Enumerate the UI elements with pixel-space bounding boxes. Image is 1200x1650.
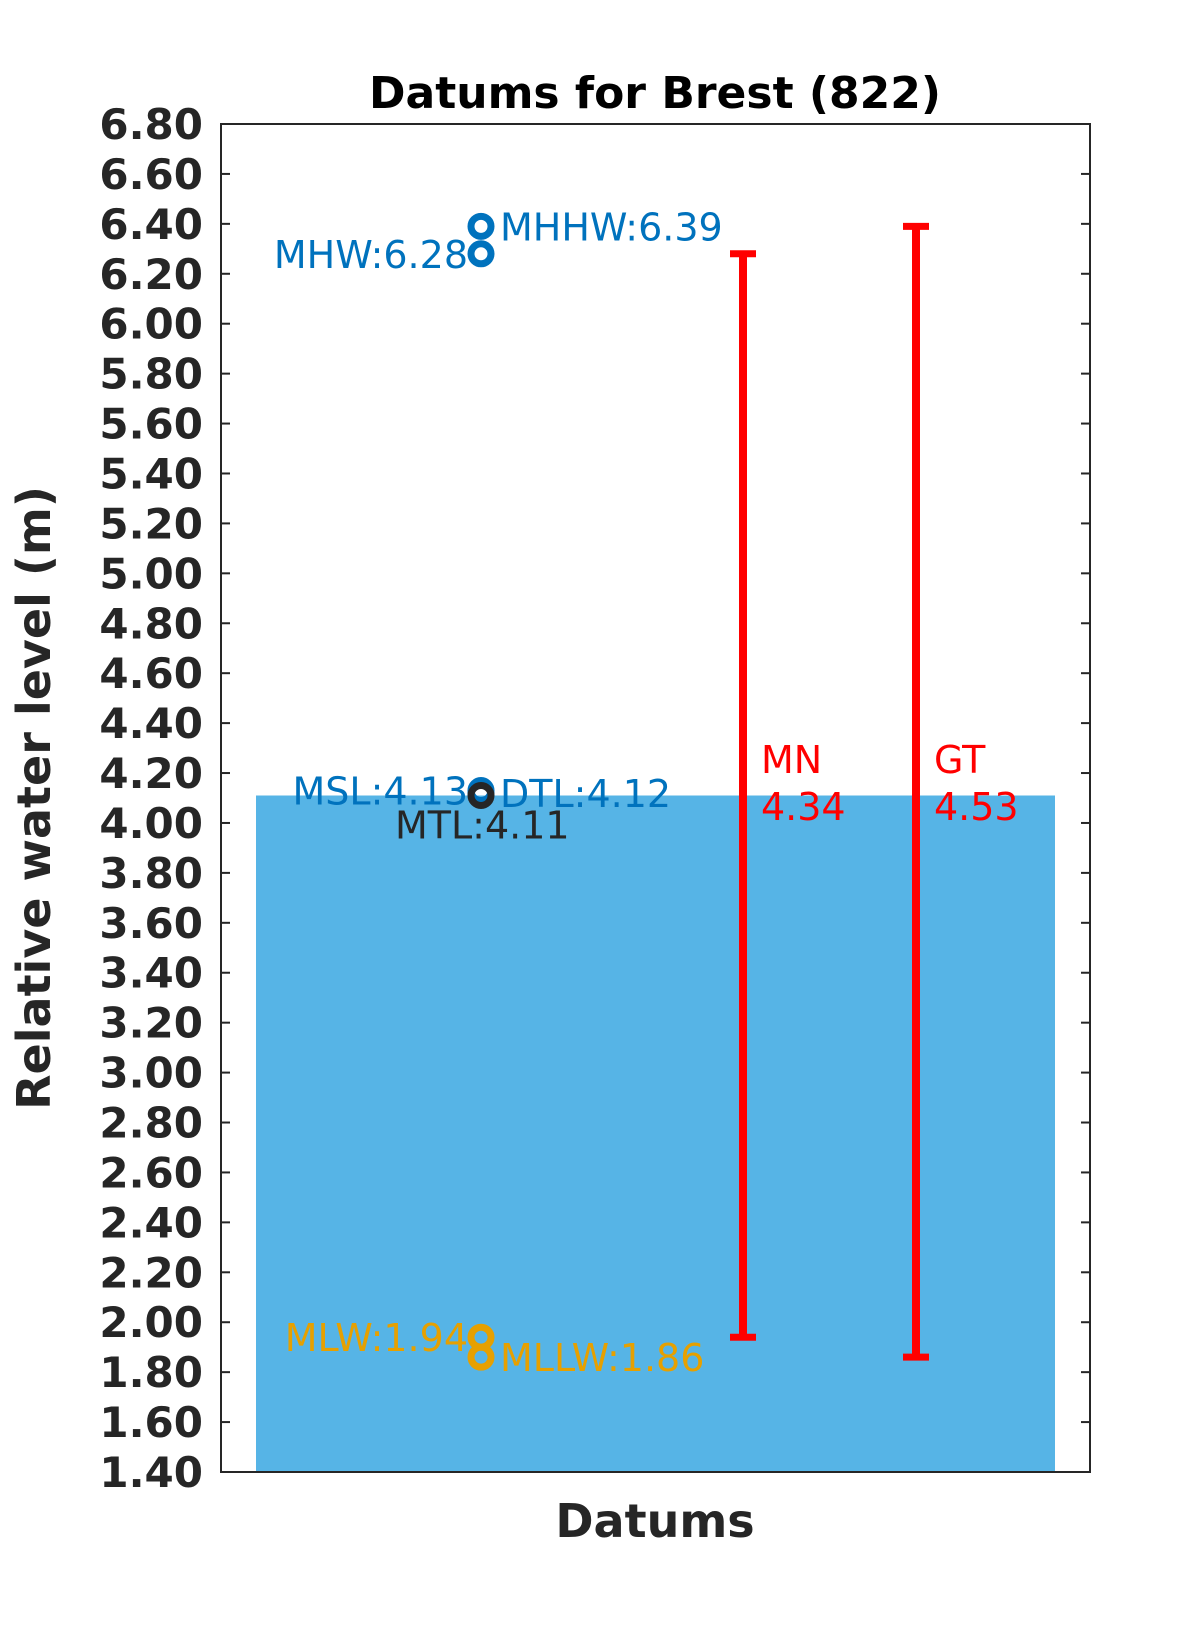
y-tick-label: 4.00 <box>99 799 203 848</box>
y-tick-label: 5.40 <box>99 449 203 498</box>
y-tick-label: 6.00 <box>99 300 203 349</box>
y-tick-label: 2.20 <box>99 1248 203 1297</box>
y-tick-label: 6.40 <box>99 200 203 249</box>
y-tick-label: 5.80 <box>99 350 203 399</box>
range-name-label: MN <box>761 738 822 782</box>
y-tick-label: 3.40 <box>99 949 203 998</box>
y-tick-label: 2.40 <box>99 1198 203 1247</box>
datum-label: MHW:6.28 <box>274 233 468 277</box>
y-tick-label: 3.60 <box>99 899 203 948</box>
datum-marker <box>467 1343 495 1371</box>
datum-marker <box>467 212 495 240</box>
datum-marker <box>467 240 495 268</box>
y-tick-label: 1.40 <box>99 1448 203 1497</box>
y-tick-label: 2.00 <box>99 1298 203 1347</box>
y-tick-label: 5.20 <box>99 499 203 548</box>
datum-marker <box>467 782 495 810</box>
y-tick-label: 6.60 <box>99 150 203 199</box>
datum-label: DTL:4.12 <box>500 772 671 816</box>
y-axis-label: Relative water level (m) <box>7 486 61 1110</box>
y-tick-label: 2.80 <box>99 1099 203 1148</box>
y-tick-label: 4.60 <box>99 649 203 698</box>
y-tick-label: 2.60 <box>99 1148 203 1197</box>
y-tick-label: 5.00 <box>99 549 203 598</box>
y-tick-label: 3.20 <box>99 999 203 1048</box>
datum-label: MTL:4.11 <box>395 804 570 848</box>
chart-title: Datums for Brest (822) <box>369 68 941 119</box>
y-tick-label: 1.60 <box>99 1398 203 1447</box>
y-tick-label: 4.20 <box>99 749 203 798</box>
y-tick-label: 3.00 <box>99 1049 203 1098</box>
y-tick-label: 6.20 <box>99 250 203 299</box>
range-name-label: GT <box>934 738 986 782</box>
datum-label: MLW:1.94 <box>285 1316 468 1360</box>
y-tick-label: 5.60 <box>99 400 203 449</box>
datum-label: MSL:4.13 <box>293 770 469 814</box>
y-tick-label: 6.80 <box>99 100 203 149</box>
range-value-label: 4.53 <box>934 785 1019 829</box>
y-tick-label: 4.80 <box>99 599 203 648</box>
plot-area-frame <box>220 123 1091 1473</box>
y-tick-label: 1.80 <box>99 1348 203 1397</box>
range-value-label: 4.34 <box>761 785 846 829</box>
datum-label: MHHW:6.39 <box>500 205 723 249</box>
datum-label: MLLW:1.86 <box>500 1336 704 1380</box>
x-axis-label: Datums <box>555 1494 754 1548</box>
y-tick-label: 4.40 <box>99 699 203 748</box>
y-tick-label: 3.80 <box>99 849 203 898</box>
